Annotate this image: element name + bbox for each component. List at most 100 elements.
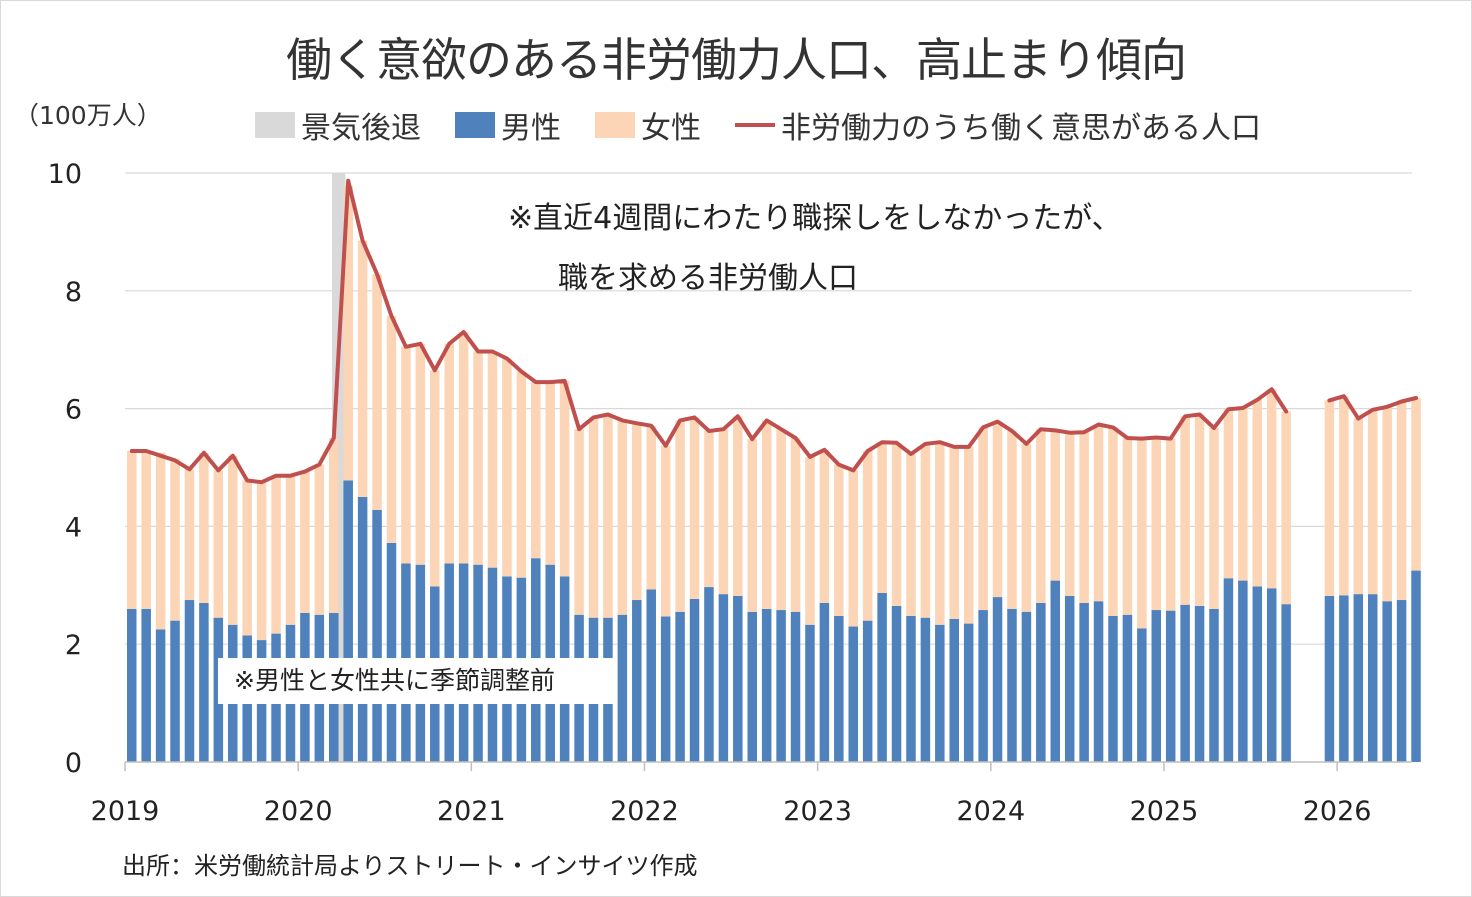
bar-female: [242, 480, 252, 636]
bar-male: [386, 542, 397, 762]
bar-female: [1165, 438, 1176, 611]
bar-female: [1194, 414, 1205, 606]
bar-male: [1223, 578, 1234, 762]
bar-female: [877, 442, 887, 593]
bar-female: [386, 316, 397, 543]
source-note: 出所：米労働統計局よりストリート・インサイツ作成: [122, 852, 698, 880]
bar-male: [1324, 595, 1335, 762]
x-tick-label: 2024: [956, 796, 1025, 827]
bar-male: [1180, 604, 1190, 762]
bar-male: [1382, 601, 1392, 762]
bar-male: [1411, 570, 1421, 762]
bar-male: [184, 600, 195, 762]
bar-male: [704, 587, 714, 762]
bar-male: [675, 611, 685, 762]
x-axis-tick-labels: 2019 2020 2021 2022 2023 2024 2025 2026: [91, 796, 1372, 827]
bar-male: [141, 608, 151, 762]
bar-female: [314, 464, 325, 615]
bar-male: [199, 602, 209, 762]
bar-female: [357, 240, 368, 497]
bar-male: [357, 496, 368, 762]
bar-female: [718, 429, 729, 595]
legend-item-female: 女性: [595, 103, 701, 147]
x-tick-label: 2022: [610, 796, 679, 827]
bar-male: [1238, 580, 1248, 762]
bar-male: [1367, 594, 1378, 762]
legend-label-male: 男性: [501, 111, 561, 146]
bar-female: [834, 464, 844, 616]
bar-male: [1007, 608, 1017, 762]
bar-female: [329, 438, 339, 613]
bar-female: [689, 417, 700, 599]
bar-male: [776, 610, 786, 762]
bar-female: [1007, 430, 1017, 609]
bar-male: [1266, 588, 1277, 762]
bar-female: [531, 382, 541, 559]
bar-female: [790, 438, 801, 612]
bar-female: [906, 453, 916, 616]
legend-swatch-recession: [255, 112, 295, 138]
x-tick-label: 2019: [91, 796, 160, 827]
legend-swatch-female: [595, 112, 635, 138]
bar-male: [891, 605, 902, 762]
bar-male: [1036, 602, 1046, 762]
bar-male: [834, 615, 844, 762]
bar-female: [430, 370, 440, 587]
bar-female: [978, 427, 988, 611]
bar-male: [1050, 580, 1061, 762]
bar-male: [747, 611, 757, 762]
bar-female: [1281, 411, 1291, 605]
bar-female: [1382, 406, 1392, 602]
bar-female: [228, 455, 238, 625]
bar-female: [401, 346, 411, 564]
bar-male: [1396, 600, 1407, 762]
bar-female: [963, 446, 974, 624]
bar-female: [588, 417, 599, 618]
bar-female: [1122, 438, 1133, 615]
bar-female: [761, 420, 772, 609]
bar-female: [444, 343, 454, 564]
bar-female: [776, 429, 786, 611]
bar-male: [862, 620, 873, 762]
bar-female: [155, 452, 166, 630]
bar-female: [848, 470, 858, 627]
bar-female: [1209, 428, 1219, 609]
bar-male: [632, 600, 642, 762]
bar-male: [617, 614, 628, 762]
bar-male: [1252, 586, 1263, 762]
x-tick-label: 2025: [1130, 796, 1199, 827]
bar-male: [1137, 628, 1147, 762]
bar-female: [920, 443, 931, 618]
legend-label-female: 女性: [641, 111, 701, 146]
annotation-seasonal-note: ※男性と女性共に季節調整前: [218, 658, 614, 704]
bar-female: [632, 423, 642, 601]
bar-female: [1108, 427, 1118, 616]
bar-female: [935, 442, 945, 625]
bar-female: [1266, 389, 1277, 589]
bar-female: [516, 371, 527, 578]
x-tick-label: 2020: [264, 796, 333, 827]
bar-female: [487, 351, 498, 568]
bar-male: [155, 629, 166, 762]
bar-female: [704, 430, 714, 588]
bar-female: [733, 416, 743, 596]
bar-female: [819, 449, 830, 603]
bar-female: [184, 469, 195, 601]
legend-item-willing-to-work: 非労働力のうち働く意思がある人口: [735, 103, 1261, 147]
line-segment: [1327, 394, 1418, 421]
bar-female: [992, 421, 1003, 598]
x-tick-label: 2023: [783, 796, 852, 827]
legend: 景気後退 男性 女性 非労働力のうち働く意思がある人口: [255, 103, 1261, 147]
y-tick-label: 6: [65, 395, 82, 426]
line-segment: [129, 178, 1289, 485]
bar-male: [935, 624, 945, 762]
annotation-definition-line2: 職を求める非労働人口: [558, 261, 858, 296]
bar-female: [170, 458, 180, 621]
y-axis-tick-labels: 0 2 4 6 8 10: [48, 159, 82, 779]
bar-male: [1093, 601, 1104, 762]
bar-female: [574, 429, 584, 615]
bar-male: [689, 598, 700, 762]
willing-to-work-line: [129, 178, 1418, 485]
bar-female: [300, 471, 310, 613]
bar-female: [1180, 416, 1190, 605]
